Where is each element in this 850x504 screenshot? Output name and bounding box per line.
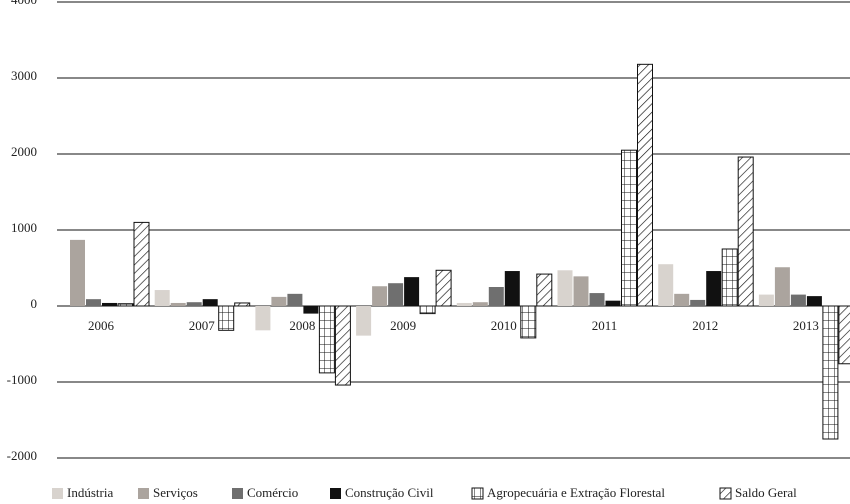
bar bbox=[70, 239, 85, 306]
bar bbox=[838, 305, 850, 365]
bar bbox=[488, 287, 504, 306]
bar bbox=[658, 264, 674, 306]
bar bbox=[504, 271, 520, 306]
y-tick-label: 4000 bbox=[11, 0, 37, 7]
bar bbox=[435, 269, 452, 307]
bar bbox=[218, 305, 235, 331]
legend-label: Comércio bbox=[247, 485, 298, 500]
x-tick-label: 2006 bbox=[88, 318, 115, 333]
bar bbox=[303, 306, 319, 314]
y-tick-label: 1000 bbox=[11, 220, 37, 235]
bar bbox=[573, 276, 589, 306]
bar bbox=[318, 305, 335, 374]
bar bbox=[186, 302, 202, 306]
bar bbox=[536, 273, 553, 307]
bar bbox=[674, 293, 690, 306]
bar bbox=[774, 267, 790, 306]
bar bbox=[721, 248, 738, 307]
bar bbox=[822, 305, 839, 440]
bar bbox=[589, 293, 605, 306]
bar bbox=[621, 149, 637, 307]
bar bbox=[271, 296, 287, 306]
legend-label: Construção Civil bbox=[345, 485, 434, 500]
legend-label: Agropecuária e Extração Florestal bbox=[487, 485, 665, 500]
bar bbox=[737, 156, 754, 307]
bar bbox=[419, 305, 436, 315]
bar bbox=[102, 302, 117, 306]
bar bbox=[117, 303, 134, 307]
legend-label: Indústria bbox=[67, 485, 113, 500]
bar bbox=[202, 299, 218, 306]
bar bbox=[605, 300, 621, 306]
y-tick-label: -1000 bbox=[7, 372, 37, 387]
bar bbox=[557, 270, 573, 306]
legend-label: Saldo Geral bbox=[735, 485, 797, 500]
bar bbox=[388, 283, 404, 306]
bar bbox=[287, 293, 303, 306]
bar bbox=[372, 286, 388, 306]
bar bbox=[86, 299, 101, 306]
x-tick-label: 2011 bbox=[592, 318, 618, 333]
legend-swatch bbox=[138, 488, 149, 499]
legend-label: Serviços bbox=[153, 485, 198, 500]
x-tick-label: 2009 bbox=[390, 318, 416, 333]
legend-swatch bbox=[330, 488, 341, 499]
bar bbox=[758, 294, 774, 306]
x-tick-label: 2007 bbox=[189, 318, 216, 333]
bar bbox=[706, 271, 722, 306]
bar bbox=[170, 302, 186, 306]
x-tick-label: 2010 bbox=[491, 318, 517, 333]
bar bbox=[133, 221, 150, 307]
bar bbox=[154, 290, 170, 306]
legend-swatch bbox=[471, 487, 484, 500]
bar bbox=[255, 306, 271, 331]
bar bbox=[456, 302, 472, 306]
legend-swatch bbox=[719, 487, 732, 500]
x-tick-label: 2008 bbox=[289, 318, 315, 333]
bar bbox=[472, 302, 488, 306]
y-tick-label: -2000 bbox=[7, 448, 37, 463]
legend-swatch bbox=[52, 488, 63, 499]
bar bbox=[690, 299, 706, 306]
bar bbox=[806, 296, 822, 306]
bar bbox=[356, 306, 372, 336]
y-tick-label: 3000 bbox=[11, 68, 37, 83]
bar bbox=[637, 63, 653, 307]
y-tick-label: 2000 bbox=[11, 144, 37, 159]
legend-swatch bbox=[232, 488, 243, 499]
bar bbox=[404, 277, 420, 306]
bar bbox=[234, 302, 251, 307]
bar bbox=[520, 305, 537, 339]
bar bbox=[334, 305, 351, 386]
x-tick-label: 2013 bbox=[793, 318, 819, 333]
y-tick-label: 0 bbox=[31, 296, 38, 311]
x-tick-label: 2012 bbox=[692, 318, 718, 333]
bar bbox=[790, 294, 806, 306]
